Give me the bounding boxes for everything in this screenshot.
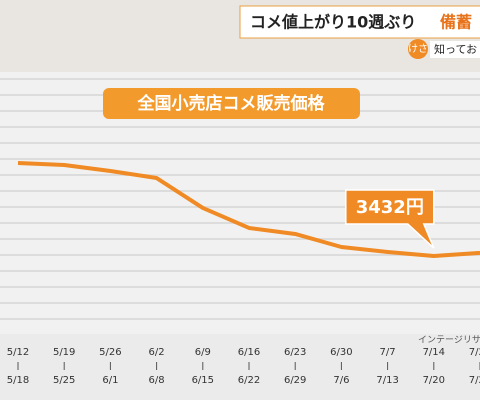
x-tick-label-end: 7/6 — [333, 375, 349, 386]
x-tick-label: 5/12 — [7, 347, 29, 358]
x-tick-label-end: 6/29 — [284, 375, 306, 386]
x-tick-label: 6/30 — [330, 347, 352, 358]
x-tick-label: 6/2 — [149, 347, 165, 358]
x-tick-label-end: 7/27 — [469, 375, 480, 386]
x-tick-label-end: 6/8 — [149, 375, 165, 386]
subline-box — [430, 41, 480, 58]
x-tick-label-end: 5/25 — [53, 375, 75, 386]
x-tick-label: 7/21 — [469, 347, 480, 358]
x-tick-label: 5/19 — [53, 347, 75, 358]
x-tick-label: 6/23 — [284, 347, 306, 358]
axis-band — [0, 334, 480, 400]
badge-bg — [408, 39, 428, 59]
source: インテージリサ — [418, 335, 480, 346]
headline-accent: 備蓄 — [440, 13, 472, 32]
headline: コメ値上がり10週ぶり — [250, 13, 416, 32]
chart-title: 全国小売店コメ販売価格 — [137, 93, 326, 114]
x-tick-label: 6/16 — [238, 347, 260, 358]
x-tick-label-end: 6/1 — [102, 375, 118, 386]
x-tick-label: 7/14 — [423, 347, 445, 358]
x-tick-label: 7/7 — [380, 347, 396, 358]
data-line — [17, 161, 480, 258]
x-tick-label-end: 6/22 — [238, 375, 260, 386]
value-label: 3432円 — [356, 197, 424, 218]
headline-box — [239, 5, 480, 39]
title-box — [103, 88, 360, 119]
x-tick-label-end: 7/20 — [423, 375, 445, 386]
subline: 知ってお — [434, 42, 477, 56]
callout-box — [345, 189, 435, 249]
x-tick-label-end: 5/18 — [7, 375, 29, 386]
x-tick-label-end: 6/15 — [192, 375, 214, 386]
badge: けさ — [408, 43, 428, 55]
x-tick-label: 6/9 — [195, 347, 211, 358]
x-tick-label: 5/26 — [99, 347, 121, 358]
x-tick-label-end: 7/13 — [376, 375, 398, 386]
